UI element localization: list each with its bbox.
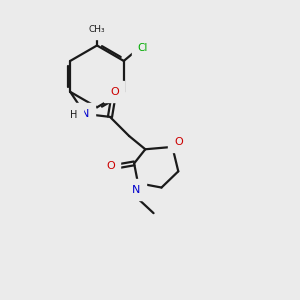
Text: N: N [132, 184, 141, 195]
Text: O: O [174, 136, 183, 147]
Text: H: H [70, 110, 77, 120]
Text: CH₃: CH₃ [89, 25, 105, 34]
Text: Cl: Cl [138, 43, 148, 53]
Text: O: O [110, 87, 119, 97]
Text: O: O [106, 161, 115, 171]
Text: N: N [81, 109, 89, 119]
